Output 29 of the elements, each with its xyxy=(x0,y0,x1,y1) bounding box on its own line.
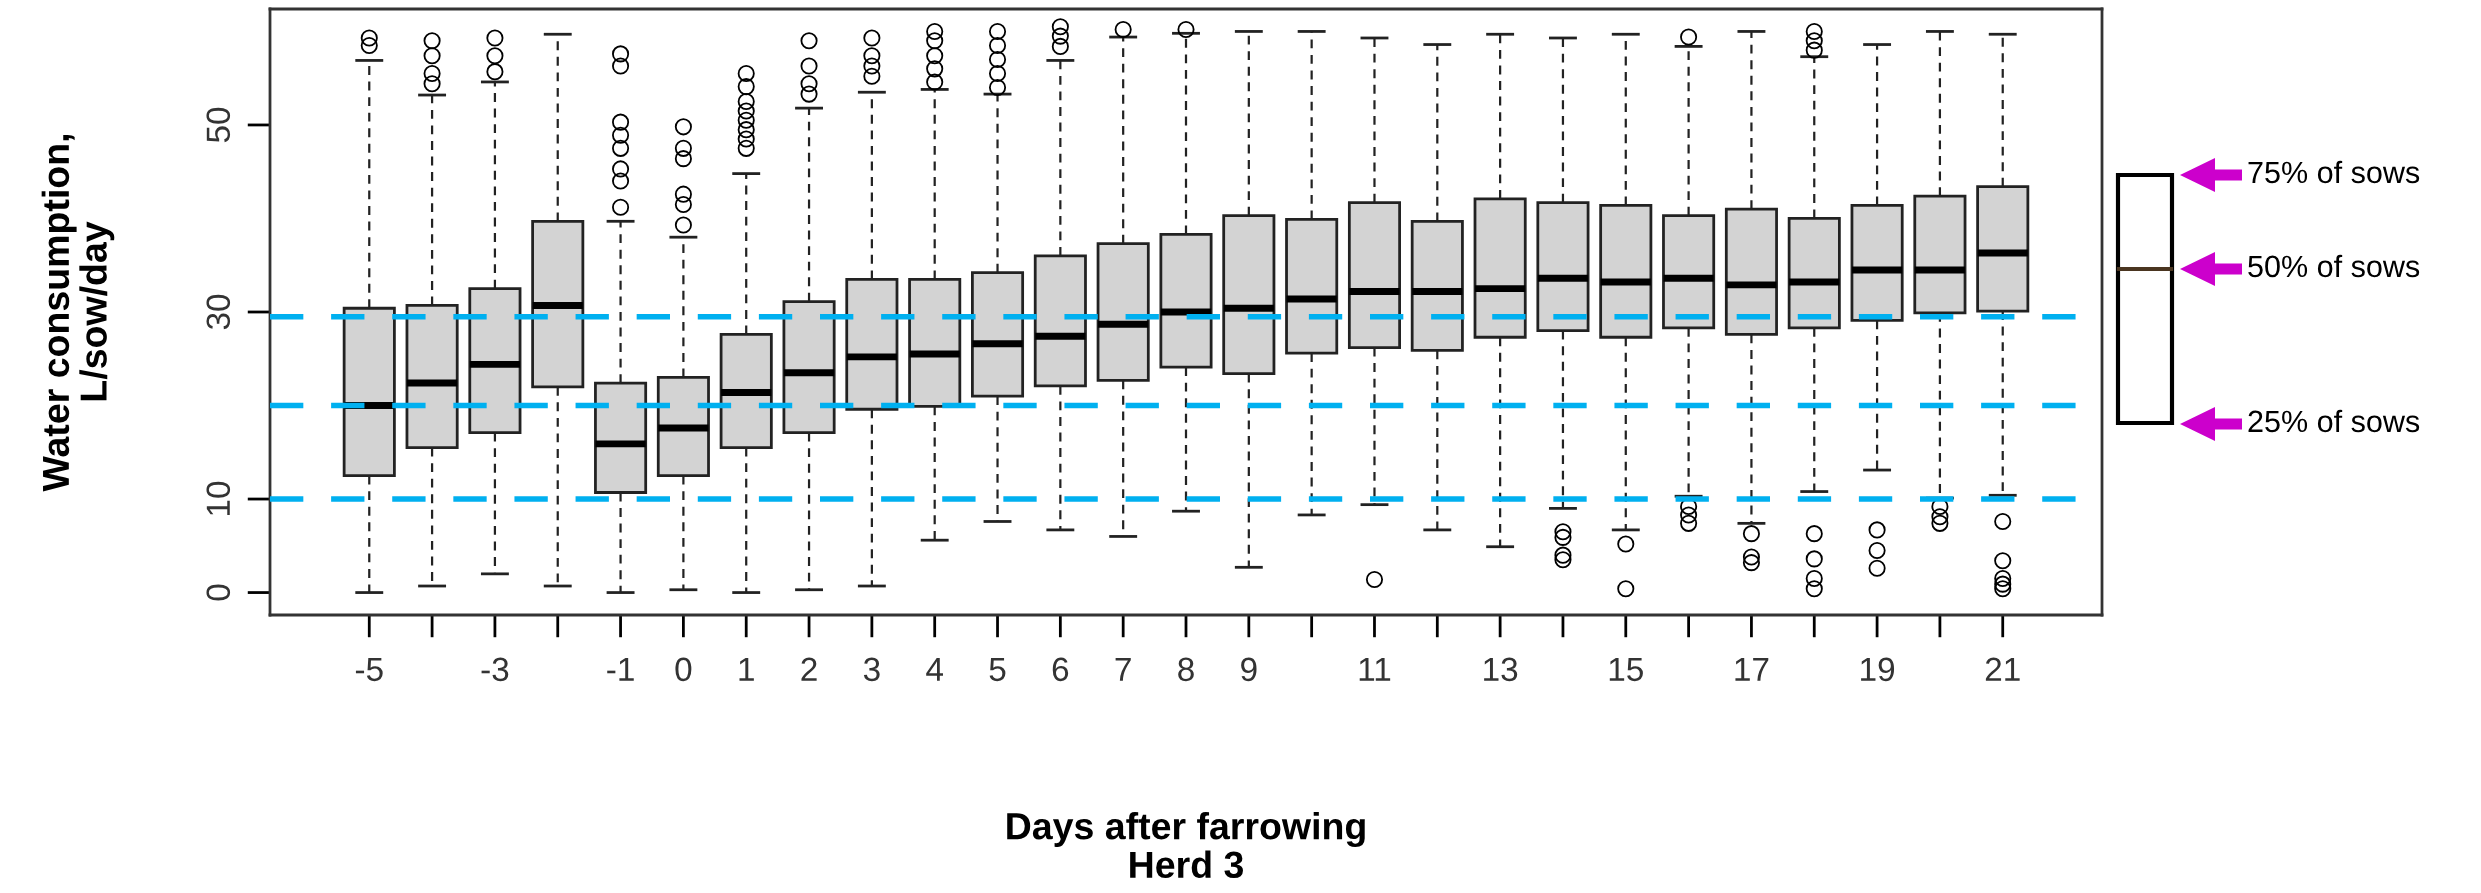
x-tick-label: 15 xyxy=(1609,657,1643,682)
x-tick-label: 0 xyxy=(675,657,692,682)
text: Herd 3 xyxy=(1130,850,1243,879)
x-tick-label: 6 xyxy=(1052,657,1069,682)
x-tick-label: -1 xyxy=(607,657,634,681)
x-tick-label: 11 xyxy=(1359,657,1391,681)
y-tick-label: 50 xyxy=(206,107,231,143)
y-tick-label: 10 xyxy=(206,481,231,516)
x-tick-label: 13 xyxy=(1484,657,1518,682)
x-tick-label: -5 xyxy=(355,657,383,682)
text: 25% of sows xyxy=(2248,409,2420,433)
x-tick-label: 8 xyxy=(1178,657,1194,682)
x-axis-title: Days after farrowing xyxy=(1007,811,1365,848)
y-tick-label: 0 xyxy=(206,584,231,601)
text: 50% of sows xyxy=(2248,254,2420,278)
x-tick-label: -3 xyxy=(481,657,509,682)
x-tick-label: 4 xyxy=(926,657,943,681)
y-tick-label: 30 xyxy=(206,294,231,330)
x-tick-label: 5 xyxy=(989,657,1006,682)
text: 75% of sows xyxy=(2248,160,2420,184)
x-tick-label: 2 xyxy=(801,657,817,681)
y-axis-title: Water consumption, L/sow/day xyxy=(41,134,115,492)
x-tick-label: 1 xyxy=(739,657,754,681)
x-tick-label: 17 xyxy=(1735,657,1769,681)
x-tick-label: 21 xyxy=(1985,657,2020,681)
x-tick-label: 9 xyxy=(1241,657,1257,682)
x-tick-label: 3 xyxy=(863,657,880,682)
x-tick-label: 7 xyxy=(1115,657,1131,681)
x-tick-label: 19 xyxy=(1861,657,1895,682)
